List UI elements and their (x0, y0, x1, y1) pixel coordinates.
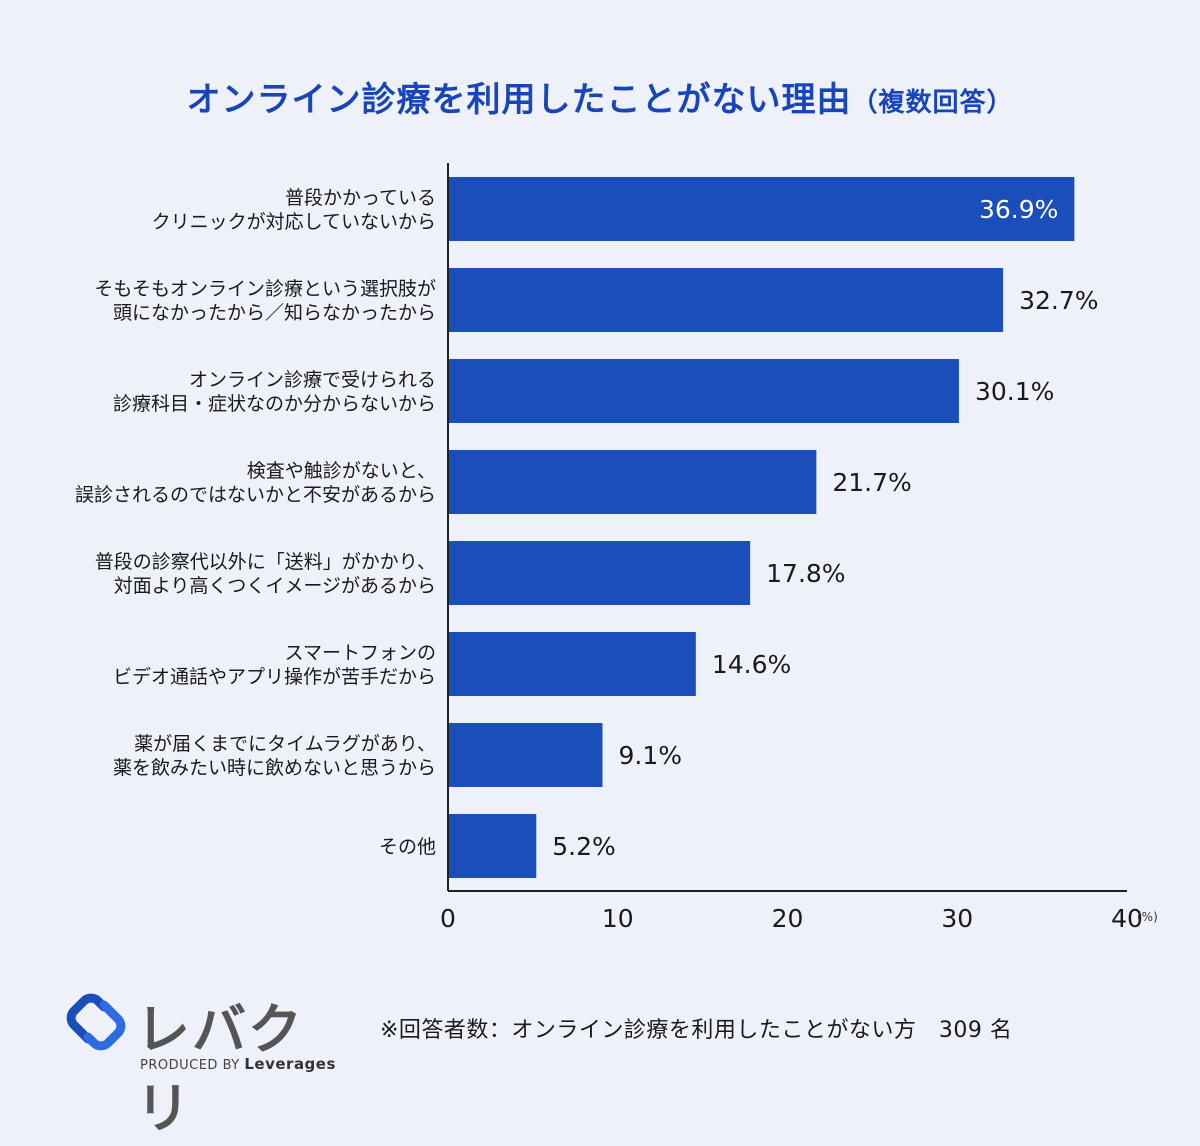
tick-label: 10 (602, 904, 634, 933)
data-label: 36.9% (979, 195, 1058, 224)
bar (448, 359, 959, 423)
tick-label: 30 (941, 904, 973, 933)
category-label: そもそもオンライン診療という選択肢が (94, 278, 436, 300)
chart-title-sub: （複数回答） (851, 88, 1014, 118)
data-label: 30.1% (975, 377, 1054, 406)
tick-label: 0 (440, 904, 456, 933)
category-label: ビデオ通話やアプリ操作が苦手だから (113, 666, 436, 688)
chain-link-icon (66, 993, 126, 1051)
category-label: 普段かかっている (285, 187, 436, 209)
category-label: スマートフォンの (285, 642, 436, 664)
bar (448, 723, 603, 787)
category-label: オンライン診療で受けられる (189, 369, 436, 391)
tick-label: 40 (1111, 904, 1143, 933)
bar (448, 814, 537, 878)
category-label: クリニックが対応していないから (152, 211, 436, 233)
category-label: 対面より高くつくイメージがあるから (114, 575, 436, 597)
chart-title-main: オンライン診療を利用したことがない理由 (186, 80, 852, 120)
category-label: 薬を飲みたい時に飲めないと思うから (113, 757, 436, 779)
category-label: 薬が届くまでにタイムラグがあり、 (134, 733, 436, 755)
company-name: Leverages (244, 1055, 336, 1073)
logo-produced-by: PRODUCED BY Leverages (140, 1055, 336, 1073)
tick-label: 20 (772, 904, 804, 933)
data-label: 14.6% (712, 650, 791, 679)
category-label: 誤診されるのではないかと不安があるから (75, 484, 436, 506)
brand-logo: レバクリ PRODUCED BY Leverages (58, 985, 348, 1140)
bar (448, 632, 696, 696)
bar (448, 450, 817, 514)
chart-title: オンライン診療を利用したことがない理由（複数回答） (0, 72, 1200, 121)
category-label: 検査や触診がないと、 (247, 460, 436, 482)
category-label: 診療科目・症状なのか分からないから (113, 393, 436, 415)
data-label: 17.8% (766, 559, 845, 588)
bar (448, 177, 1075, 241)
category-label: 頭になかったから／知らなかったから (113, 302, 436, 324)
respondent-note: ※回答者数：オンライン診療を利用したことがない方 309 名 (380, 1018, 1013, 1043)
bar (448, 268, 1004, 332)
data-label: 32.7% (1019, 286, 1098, 315)
category-label: その他 (379, 836, 436, 858)
data-label: 9.1% (618, 741, 682, 770)
logo-wordmark: レバクリ (136, 998, 304, 1140)
bar (448, 541, 751, 605)
produced-by-text: PRODUCED BY (140, 1058, 240, 1073)
data-label: 21.7% (832, 468, 911, 497)
category-label: 普段の診察代以外に「送料」がかかり、 (95, 551, 436, 573)
data-label: 5.2% (552, 832, 616, 861)
axis-unit-label: (%) (1137, 910, 1158, 924)
